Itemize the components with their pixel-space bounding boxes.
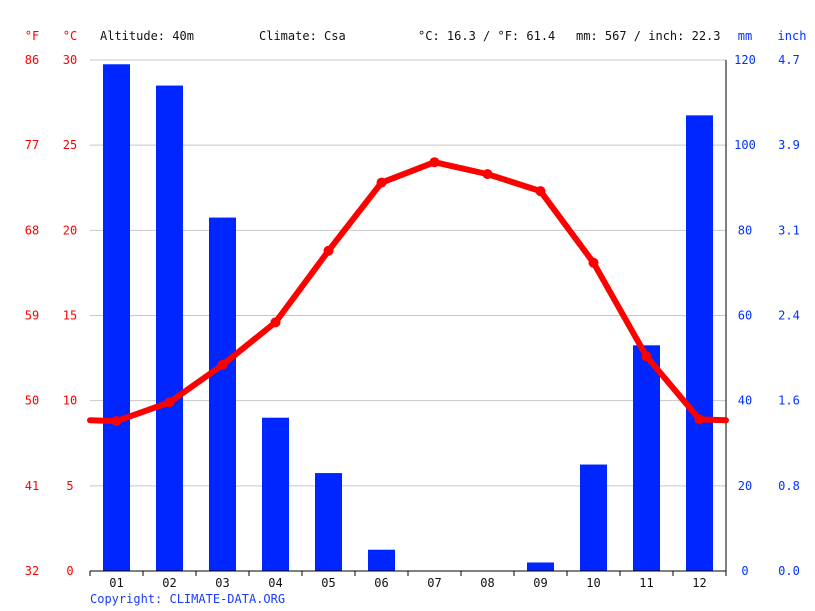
month-tick-label: 06 — [374, 576, 388, 590]
month-tick-label: 08 — [480, 576, 494, 590]
mm-tick-label: 100 — [734, 138, 756, 152]
precipitation-bar — [156, 85, 183, 572]
unit-fahrenheit-label: °F — [25, 29, 39, 43]
inch-tick-label: 1.6 — [778, 394, 800, 408]
fahrenheit-tick-label: 41 — [25, 479, 39, 493]
temperature-line — [87, 157, 729, 427]
fahrenheit-tick-label: 77 — [25, 138, 39, 152]
mm-tick-label: 120 — [734, 53, 756, 67]
inch-tick-label: 4.7 — [778, 53, 800, 67]
temperature-point — [694, 414, 705, 425]
temperature-point — [641, 351, 652, 362]
mm-tick-label: 60 — [738, 309, 752, 323]
axes — [89, 60, 727, 576]
celsius-tick-label: 30 — [63, 53, 77, 67]
climate-label: Climate: Csa — [259, 29, 346, 43]
month-tick-label: 11 — [639, 576, 653, 590]
mm-tick-label: 0 — [741, 564, 748, 578]
celsius-tick-label: 10 — [63, 394, 77, 408]
month-tick-label: 09 — [533, 576, 547, 590]
fahrenheit-tick-label: 32 — [25, 564, 39, 578]
precipitation-bar — [262, 417, 289, 571]
mm-tick-label: 80 — [738, 223, 752, 237]
celsius-tick-label: 5 — [66, 479, 73, 493]
fahrenheit-tick-label: 68 — [25, 223, 39, 237]
fahrenheit-tick-label: 86 — [25, 53, 39, 67]
month-tick-label: 01 — [109, 576, 123, 590]
temperature-series-line — [87, 159, 729, 425]
month-tick-label: 02 — [162, 576, 176, 590]
celsius-tick-label: 20 — [63, 223, 77, 237]
inch-tick-label: 3.9 — [778, 138, 800, 152]
precipitation-bar — [633, 345, 660, 571]
altitude-label: Altitude: 40m — [100, 29, 194, 43]
inch-tick-label: 0.0 — [778, 564, 800, 578]
precipitation-bars — [103, 64, 713, 572]
temperature-point — [588, 257, 599, 268]
month-tick-label: 10 — [586, 576, 600, 590]
temperature-point — [111, 416, 122, 427]
month-tick-label: 05 — [321, 576, 335, 590]
month-tick-label: 07 — [427, 576, 441, 590]
temperature-point — [270, 317, 281, 328]
mm-tick-label: 20 — [738, 479, 752, 493]
month-tick-label: 12 — [692, 576, 706, 590]
grid-lines — [90, 59, 726, 572]
temperature-point — [217, 359, 228, 370]
total-precipitation-label: mm: 567 / inch: 22.3 — [576, 29, 721, 43]
celsius-tick-label: 15 — [63, 309, 77, 323]
copyright-link[interactable]: Copyright: CLIMATE-DATA.ORG — [90, 592, 285, 606]
precipitation-bar — [315, 473, 342, 571]
precipitation-bar — [527, 562, 554, 571]
inch-tick-label: 3.1 — [778, 223, 800, 237]
month-tick-label: 03 — [215, 576, 229, 590]
unit-inch-label: inch — [778, 29, 807, 43]
temperature-point — [482, 169, 493, 180]
temperature-point — [535, 186, 546, 197]
inch-tick-label: 0.8 — [778, 479, 800, 493]
unit-mm-label: mm — [738, 29, 752, 43]
inch-tick-label: 2.4 — [778, 309, 800, 323]
temperature-point — [164, 397, 175, 408]
precipitation-bar — [103, 64, 130, 571]
fahrenheit-tick-label: 50 — [25, 394, 39, 408]
precipitation-bar — [686, 115, 713, 571]
temperature-point — [429, 157, 440, 168]
precipitation-bar — [580, 464, 607, 571]
mm-tick-label: 40 — [738, 394, 752, 408]
tick-labels: 32 0 0 0.0 41 5 20 0.8 50 10 40 1.6 59 15 60 2.4 68 20 80 3… — [25, 53, 800, 590]
temperature-point — [323, 245, 334, 256]
temperature-point — [376, 177, 387, 188]
precipitation-bar — [368, 549, 395, 571]
fahrenheit-tick-label: 59 — [25, 309, 39, 323]
precipitation-bar — [209, 217, 236, 571]
celsius-tick-label: 25 — [63, 138, 77, 152]
average-temperature-label: °C: 16.3 / °F: 61.4 — [418, 29, 555, 43]
celsius-tick-label: 0 — [66, 564, 73, 578]
unit-celsius-label: °C — [63, 29, 77, 43]
month-tick-label: 04 — [268, 576, 282, 590]
